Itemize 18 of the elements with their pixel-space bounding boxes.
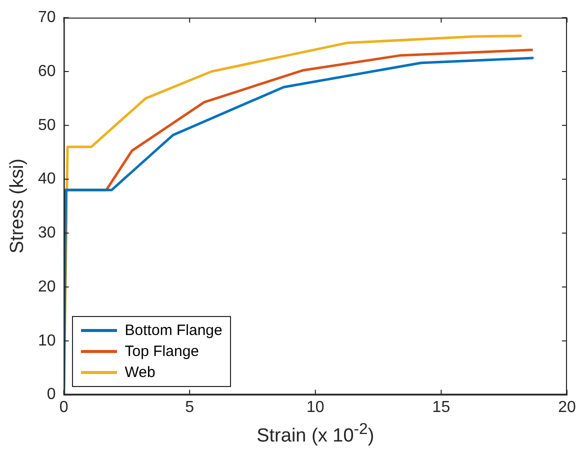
x-tick-label: 10 xyxy=(306,398,324,416)
y-tick-label: 20 xyxy=(38,278,56,296)
y-tick-label: 50 xyxy=(38,116,56,134)
y-tick-label: 70 xyxy=(38,9,56,26)
x-tick-label: 0 xyxy=(59,398,68,416)
x-axis-title: Strain (x 10$^{-2}$) xyxy=(256,420,374,448)
y-tick-label: 30 xyxy=(38,224,56,242)
x-tick-label: 20 xyxy=(558,398,576,416)
y-tick-label: 60 xyxy=(38,62,56,80)
y-tick-label: 10 xyxy=(38,332,56,350)
legend-label: Top Flange xyxy=(124,342,200,360)
y-axis-title: Stress (ksi) xyxy=(7,158,29,254)
y-tick-label: 40 xyxy=(38,170,56,188)
legend-label: Bottom Flange xyxy=(124,322,222,339)
y-tick-label: 0 xyxy=(46,386,56,404)
legend-label: Web xyxy=(124,364,156,381)
x-tick-label: 15 xyxy=(432,398,450,416)
x-tick-label: 5 xyxy=(185,398,194,416)
